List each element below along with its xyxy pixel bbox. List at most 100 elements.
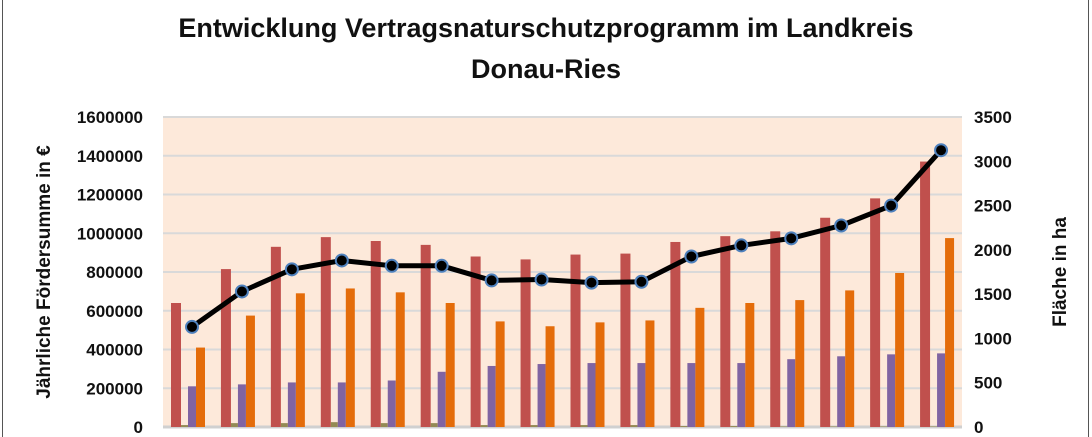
bar-series-1 (520, 259, 531, 427)
bar-series-3 (637, 363, 646, 427)
bar-series-2 (380, 423, 388, 427)
y-tick-label: 600000 (86, 302, 143, 321)
bar-series-4 (245, 315, 255, 427)
bar-series-4 (395, 292, 405, 427)
bar-series-4 (945, 238, 955, 427)
bar-series-4 (445, 303, 455, 427)
bar-series-1 (770, 231, 781, 427)
y-tick-label: 1200000 (77, 186, 143, 205)
bar-series-1 (870, 198, 881, 427)
bar-series-2 (830, 426, 838, 427)
bar-series-4 (295, 293, 305, 427)
y2-tick-label: 1500 (974, 285, 1012, 304)
bar-series-2 (780, 426, 788, 427)
bar-series-3 (287, 382, 296, 427)
bar-series-4 (495, 321, 505, 427)
bar-series-1 (420, 244, 431, 427)
area-line (185, 143, 949, 334)
bar-series-1 (220, 269, 231, 427)
bar-series-1 (370, 241, 381, 427)
bar-series-1 (270, 246, 281, 427)
bar-series-4 (745, 303, 755, 427)
bar-series-2 (580, 425, 588, 427)
bar-series-1 (620, 253, 631, 427)
bar-series-2 (230, 423, 238, 427)
bar-series-4 (845, 290, 855, 427)
bar-series-4 (545, 326, 555, 427)
bar-series-3 (337, 382, 346, 427)
line-point (534, 272, 549, 287)
y-tick-label: 800000 (86, 263, 143, 282)
bar-series-3 (537, 364, 546, 427)
bar-series-2 (930, 426, 938, 427)
y2-tick-label: 0 (974, 418, 983, 437)
bar-series-2 (181, 425, 188, 427)
line-point (884, 198, 899, 213)
bar-series-3 (937, 353, 946, 427)
y2-tick-label: 2000 (974, 241, 1012, 260)
line-point (284, 262, 299, 277)
bar-series-3 (237, 384, 246, 427)
line-point (734, 238, 749, 253)
bar-series-3 (787, 359, 796, 427)
bar-series-1 (670, 241, 681, 427)
line-point (434, 258, 449, 273)
bar-series-1 (320, 237, 331, 427)
y-tick-label: 400000 (86, 341, 143, 360)
bar-series-4 (695, 307, 705, 427)
bar-series-1 (720, 236, 731, 427)
y-tick-label: 1000000 (77, 224, 143, 243)
bar-series-2 (730, 426, 738, 427)
bar-series-3 (587, 363, 596, 427)
bar-series-3 (387, 380, 396, 427)
chart-title: Entwicklung Vertragsnaturschutzprogramm … (0, 8, 1092, 90)
ticks: 0 200000 400000 600000 800000 1000000 1200000 1… (77, 108, 1012, 437)
y2-tick-label: 3000 (974, 152, 1012, 171)
bar-series-2 (680, 426, 688, 427)
bar-series-4 (895, 272, 905, 427)
line-point (934, 143, 949, 158)
bar-series-3 (887, 354, 896, 427)
y-tick-label: 1600000 (77, 108, 143, 127)
chart-border-left (2, 0, 3, 437)
y2-axis-label: Fläche in ha (1050, 217, 1071, 327)
line-point (784, 231, 799, 246)
bar-series-1 (920, 161, 931, 427)
bar-series-2 (630, 425, 638, 427)
line-point (234, 284, 249, 299)
y2-tick-label: 500 (974, 374, 1002, 393)
bar-series-4 (645, 320, 655, 427)
bar-series-4 (345, 288, 355, 427)
chart-title-line-1: Entwicklung Vertragsnaturschutzprogramm … (178, 13, 914, 43)
bar-series-4 (795, 300, 805, 427)
bar-series-2 (880, 426, 888, 427)
bar-series-1 (470, 256, 481, 427)
line-point (834, 218, 849, 233)
bar-series-1 (570, 254, 581, 427)
line-point (634, 274, 649, 289)
y-tick-label: 0 (134, 418, 143, 437)
y2-tick-label: 3500 (974, 108, 1012, 127)
bar-series-3 (837, 356, 846, 427)
bar-series-2 (330, 422, 338, 427)
chart-border-right (1088, 0, 1089, 437)
bars (171, 161, 955, 427)
chart-title-line-2: Donau-Ries (470, 54, 622, 84)
bar-series-1 (171, 303, 181, 427)
bar-series-3 (687, 363, 696, 427)
bar-series-3 (188, 386, 196, 427)
line-series (190, 148, 943, 329)
y-axis-label: Jährliche Fördersumme in € (34, 145, 55, 399)
bar-series-2 (530, 425, 538, 427)
bar-series-2 (480, 425, 488, 427)
y-tick-label: 1400000 (77, 147, 143, 166)
bar-series-2 (430, 423, 438, 427)
line-point (584, 275, 599, 290)
y-tick-label: 200000 (86, 379, 143, 398)
bar-series-3 (437, 371, 446, 427)
line-point (334, 253, 349, 268)
y2-tick-label: 2500 (974, 197, 1012, 216)
bar-series-4 (595, 322, 605, 427)
bar-series-3 (487, 365, 496, 427)
